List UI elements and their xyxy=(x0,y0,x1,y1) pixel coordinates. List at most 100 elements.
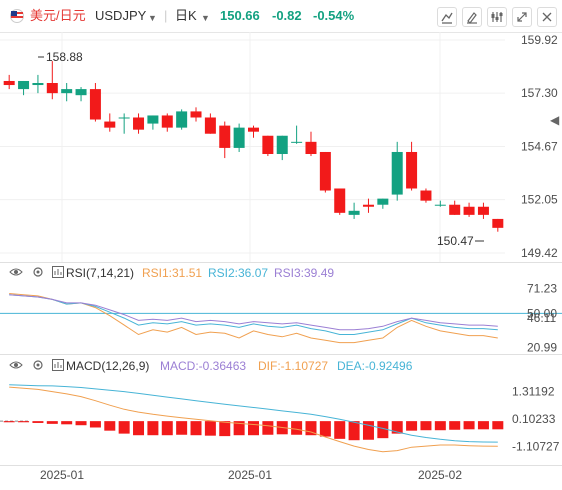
candle-body xyxy=(176,111,188,128)
macd-bar xyxy=(391,421,403,434)
close-icon[interactable] xyxy=(537,7,557,27)
candle-body xyxy=(276,135,288,155)
rsi2-value: RSI2:36.07 xyxy=(208,266,268,280)
rsi-settings-icon[interactable] xyxy=(52,266,64,278)
toolbar: 美元/日元 USDJPY ▼ | 日K ▼ 150.66 -0.82 -0.54… xyxy=(0,0,562,33)
candle-body xyxy=(133,117,145,130)
rsi-tick-label: 46.11 xyxy=(527,311,556,325)
macd-bar xyxy=(262,421,274,435)
dif-line xyxy=(9,386,498,453)
low-label: 150.47 xyxy=(437,234,474,248)
x-tick-label: 2025-02 xyxy=(418,468,462,482)
price-candles xyxy=(3,61,504,232)
rsi-title: RSI(7,14,21) xyxy=(66,266,134,280)
macd-bar xyxy=(377,421,389,439)
draw-icon[interactable] xyxy=(462,7,482,27)
candle-body xyxy=(348,210,360,215)
macd-bar xyxy=(406,421,418,431)
macd-bar xyxy=(463,421,475,430)
macd-tick-label: -1.10727 xyxy=(512,439,560,453)
macd-eye-icon[interactable] xyxy=(9,361,23,369)
candle-body xyxy=(190,111,202,118)
macd-bar xyxy=(420,421,432,431)
rsi1-value: RSI1:31.51 xyxy=(142,266,202,280)
macd-bar xyxy=(3,421,15,423)
macd-bar xyxy=(362,421,374,440)
macd-bar xyxy=(61,421,73,425)
x-tick-label: 2025-01 xyxy=(40,468,84,482)
candle-body xyxy=(118,117,130,119)
symbol-caret-icon[interactable]: ▼ xyxy=(148,13,157,23)
candle-body xyxy=(377,198,389,205)
candle-body xyxy=(477,206,489,215)
macd-bar xyxy=(89,421,101,428)
candle-body xyxy=(334,188,346,213)
macd-bar xyxy=(147,421,159,436)
candle-body xyxy=(420,190,432,201)
price-grid xyxy=(0,32,505,262)
period-selector[interactable]: 日K xyxy=(175,8,197,23)
x-tick-label: 2025-01 xyxy=(228,468,272,482)
settings-icon[interactable] xyxy=(487,7,507,27)
macd-bar xyxy=(18,421,30,423)
candle-body xyxy=(305,141,317,155)
price-tick-label: 154.67 xyxy=(521,140,558,154)
macd-bar xyxy=(104,421,116,431)
high-label: 158.88 xyxy=(46,50,83,64)
macd-bar xyxy=(233,421,245,436)
collapse-arrow-icon[interactable]: ◀ xyxy=(550,113,560,127)
fullscreen-icon[interactable] xyxy=(512,7,532,27)
macd-bar xyxy=(276,421,288,435)
candle-body xyxy=(89,89,101,120)
macd-bar xyxy=(319,421,331,437)
symbol-selector[interactable]: USDJPY xyxy=(95,8,147,23)
rsi-gear-icon[interactable] xyxy=(33,267,43,277)
macd-gear-icon[interactable] xyxy=(33,360,43,370)
macd-bar xyxy=(32,421,44,423)
macd-bar xyxy=(449,421,461,430)
macd-bar xyxy=(291,421,303,435)
rsi-tick-label: 20.99 xyxy=(527,340,557,354)
macd-tick-label: 0.10233 xyxy=(512,412,556,426)
candle-body xyxy=(61,89,73,94)
macd-lines xyxy=(9,384,498,453)
macd-bar xyxy=(248,421,259,436)
price-tick-label: 157.30 xyxy=(521,86,558,100)
candle-body xyxy=(204,117,216,134)
candlestick-chart[interactable]: 159.92 157.30 154.67 152.05 149.42 158.88 15… xyxy=(0,0,562,262)
macd-bar xyxy=(46,421,58,424)
macd-bar xyxy=(204,421,216,436)
candle-body xyxy=(233,127,245,148)
candle-body xyxy=(46,83,58,94)
indicator-icon[interactable] xyxy=(437,7,457,27)
candle-body xyxy=(406,151,418,189)
price-tick-label: 152.05 xyxy=(521,193,558,207)
us-flag-icon xyxy=(10,9,24,27)
candle-body xyxy=(319,151,331,191)
macd-settings-icon[interactable] xyxy=(52,359,64,371)
rsi-eye-icon[interactable] xyxy=(9,268,23,276)
candle-body xyxy=(434,204,446,206)
macd-bar xyxy=(434,421,446,431)
dea-value: DEA:-0.92496 xyxy=(337,359,413,373)
candle-body xyxy=(391,151,403,195)
dea-line xyxy=(9,384,498,443)
candle-body xyxy=(492,218,504,228)
rsi-lines xyxy=(0,293,562,344)
period-caret-icon[interactable]: ▼ xyxy=(201,13,210,23)
candle-body xyxy=(18,80,30,90)
candle-body xyxy=(75,89,87,96)
candle-body xyxy=(362,204,374,207)
price-tick-label: 149.42 xyxy=(521,246,558,260)
candle-body xyxy=(32,83,44,86)
macd-bar xyxy=(133,421,145,436)
macd-axis: 1.31192 0.10233 -1.10727 xyxy=(512,384,560,453)
dif-value: DIF:-1.10727 xyxy=(258,359,328,373)
macd-bar xyxy=(118,421,130,434)
candle-body xyxy=(291,141,303,143)
pair-name[interactable]: 美元/日元 xyxy=(30,8,86,23)
candle-body xyxy=(161,115,173,128)
macd-bar xyxy=(477,421,489,430)
macd-value: MACD:-0.36463 xyxy=(160,359,246,373)
